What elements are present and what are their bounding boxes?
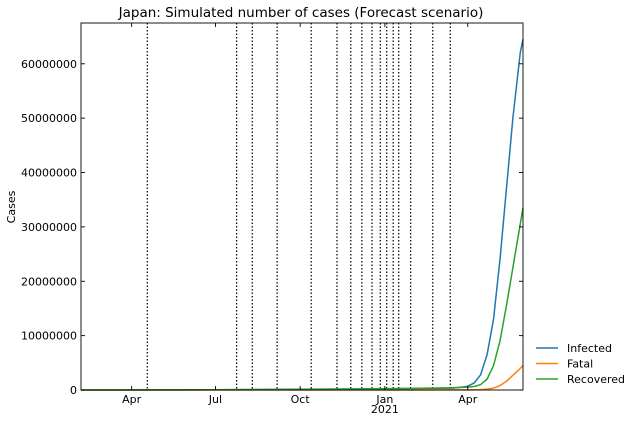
change-point-lines <box>146 23 451 390</box>
legend-label-infected: Infected <box>567 342 612 355</box>
y-tick-label: 0 <box>70 384 77 397</box>
x-tick-label: Jul <box>208 393 222 406</box>
y-tick-label: 30000000 <box>21 221 77 234</box>
series-line-recovered <box>80 207 524 391</box>
x-tick-label: Jan <box>375 393 393 406</box>
legend-label-recovered: Recovered <box>567 373 625 386</box>
legend: Infected Fatal Recovered <box>536 342 625 386</box>
y-axis-ticks: 0 10000000 20000000 30000000 40000000 5000000… <box>21 58 523 397</box>
x-tick-label: Apr <box>458 393 478 406</box>
plot-frame <box>80 22 524 391</box>
y-tick-label: 50000000 <box>21 112 77 125</box>
y-tick-label: 20000000 <box>21 275 77 288</box>
y-tick-label: 40000000 <box>21 167 77 180</box>
x-tick-label: Apr <box>122 393 142 406</box>
y-axis-label: Cases <box>5 190 18 223</box>
chart-title: Japan: Simulated number of cases (Foreca… <box>118 5 484 21</box>
legend-label-fatal: Fatal <box>567 358 593 371</box>
x-tick-label: Oct <box>291 393 311 406</box>
y-tick-label: 10000000 <box>21 330 77 343</box>
y-tick-label: 60000000 <box>21 58 77 71</box>
x-tick-sublabel: 2021 <box>371 403 399 416</box>
